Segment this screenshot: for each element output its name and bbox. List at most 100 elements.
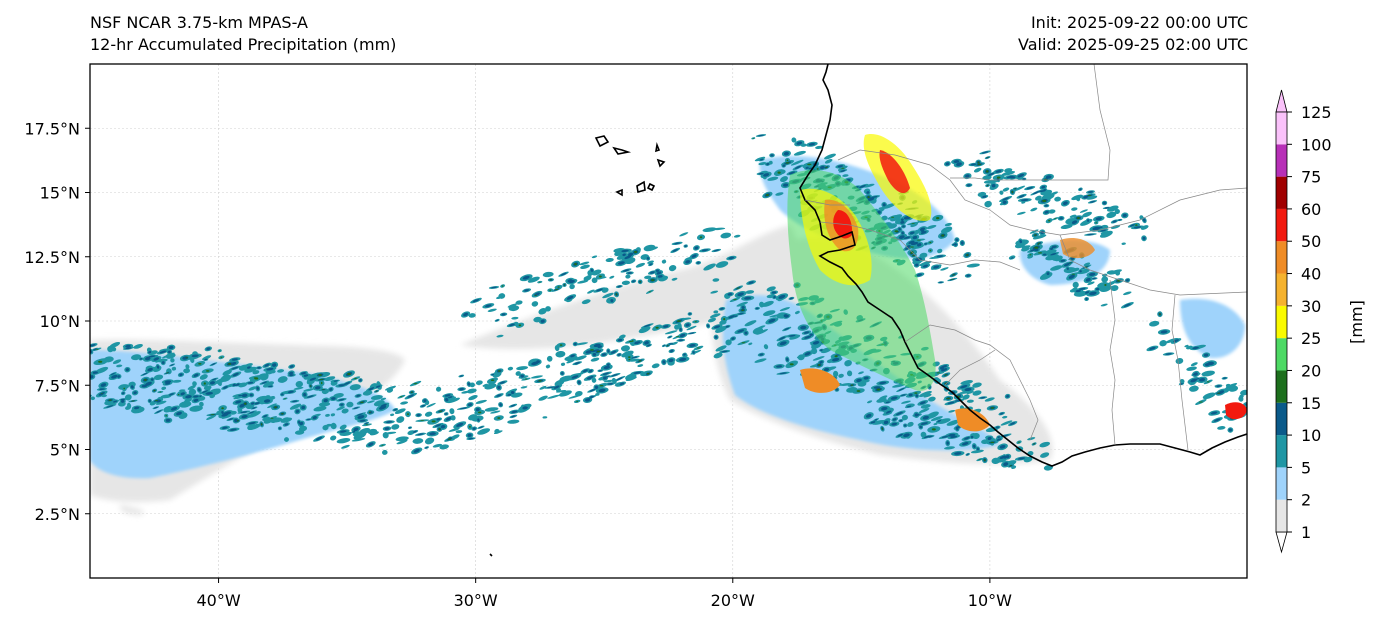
precip-cell	[890, 396, 898, 400]
precip-cell	[82, 363, 87, 366]
precip-cell	[570, 372, 584, 377]
precip-cell	[744, 296, 752, 300]
precip-cell	[898, 227, 901, 231]
precip-cell	[413, 383, 418, 385]
precip-cell	[585, 398, 591, 402]
precip-cell	[856, 378, 862, 383]
precip-cell	[1071, 273, 1076, 275]
precip-cell	[478, 411, 482, 414]
precip-cell	[113, 400, 118, 403]
precip-cell	[872, 419, 886, 425]
precip-cell	[900, 394, 906, 397]
precip-cell	[1142, 236, 1146, 240]
precip-cell	[777, 171, 781, 174]
precip-cell	[926, 224, 937, 230]
colorbar-tick-label: 1	[1301, 523, 1311, 542]
precip-cell	[1189, 385, 1199, 392]
precip-cell	[289, 403, 302, 410]
precip-cell	[455, 430, 463, 434]
longitude-axis: 40°W 30°W 20°W 10°W	[196, 578, 1012, 610]
precip-cell	[247, 423, 261, 431]
precip-cell	[646, 373, 650, 375]
precip-cell	[524, 378, 528, 380]
precip-cell	[699, 236, 703, 239]
colorbar-segment	[1276, 144, 1287, 177]
precip-cell	[281, 413, 284, 415]
precip-cell	[638, 360, 642, 362]
precip-cell	[615, 293, 618, 296]
precip-cell	[1086, 219, 1090, 222]
precip-cell	[540, 319, 545, 323]
precip-cell	[507, 366, 514, 371]
precip-cell	[796, 141, 803, 145]
precip-cell	[205, 391, 213, 395]
precip-cell	[779, 341, 787, 346]
map-plot-area	[82, 64, 1247, 578]
precip-cell	[985, 170, 989, 173]
colorbar-tick-label: 30	[1301, 297, 1321, 316]
precip-cell	[920, 422, 928, 425]
precip-cell	[516, 366, 529, 371]
precip-cell	[674, 242, 681, 245]
precip-cell	[986, 185, 989, 186]
precip-cell	[919, 260, 932, 266]
precip-cell	[744, 331, 748, 335]
precip-cell	[976, 447, 980, 451]
precip-cell	[918, 408, 930, 414]
colorbar-extend-low	[1275, 531, 1288, 554]
precip-cell	[966, 390, 974, 395]
precip-cell	[1062, 201, 1068, 206]
colorbar-segment	[1276, 176, 1287, 209]
lon-tick-label: 10°W	[968, 591, 1012, 610]
precip-cell	[534, 294, 537, 296]
precip-cell	[991, 183, 996, 188]
precip-cell	[351, 438, 366, 442]
precip-cell	[1243, 401, 1247, 408]
precip-cell	[166, 372, 169, 374]
precip-cell	[1206, 381, 1210, 383]
precip-cell	[865, 413, 872, 418]
precip-cell	[632, 280, 636, 283]
precip-cell	[487, 308, 497, 312]
precip-cell	[773, 295, 776, 299]
precip-cell	[571, 375, 579, 379]
precip-cell	[484, 383, 497, 390]
precip-cell	[159, 350, 167, 354]
precip-cell	[996, 176, 1001, 179]
precip-cell	[696, 347, 700, 349]
lat-tick-label: 7.5°N	[35, 376, 80, 395]
precip-cell	[1010, 176, 1016, 179]
precip-cell	[438, 428, 441, 431]
precip-cell	[522, 275, 530, 280]
precip-cell	[997, 436, 1000, 439]
precip-cell	[1216, 385, 1221, 388]
precip-cell	[944, 374, 948, 376]
precip-cell	[339, 424, 347, 430]
precip-cell	[1123, 291, 1132, 296]
precip-cell	[116, 364, 123, 368]
precip-cell	[538, 395, 548, 401]
precip-cell	[1026, 186, 1033, 190]
precip-cell	[661, 259, 667, 264]
precip-cell	[410, 391, 413, 393]
precip-cell	[1037, 244, 1040, 246]
precip-cell	[603, 365, 611, 370]
precip-cell	[941, 365, 948, 368]
map-subtitle: 12-hr Accumulated Precipitation (mm)	[90, 35, 397, 54]
precip-cell	[164, 382, 171, 385]
precip-cell	[193, 373, 199, 377]
precip-cell	[549, 289, 552, 291]
precip-cell	[964, 387, 972, 392]
precip-cell	[468, 437, 474, 440]
precip-cell	[919, 401, 926, 405]
precip-cell	[127, 402, 132, 409]
precip-cell	[768, 318, 776, 323]
precip-cell	[237, 420, 239, 422]
precip-cell	[459, 387, 464, 391]
precip-cell	[251, 402, 255, 405]
precip-cell	[360, 401, 364, 403]
precip-cell	[767, 176, 779, 181]
precip-cell	[1039, 441, 1051, 448]
precip-cell	[1035, 195, 1042, 201]
precip-cell	[496, 296, 502, 300]
